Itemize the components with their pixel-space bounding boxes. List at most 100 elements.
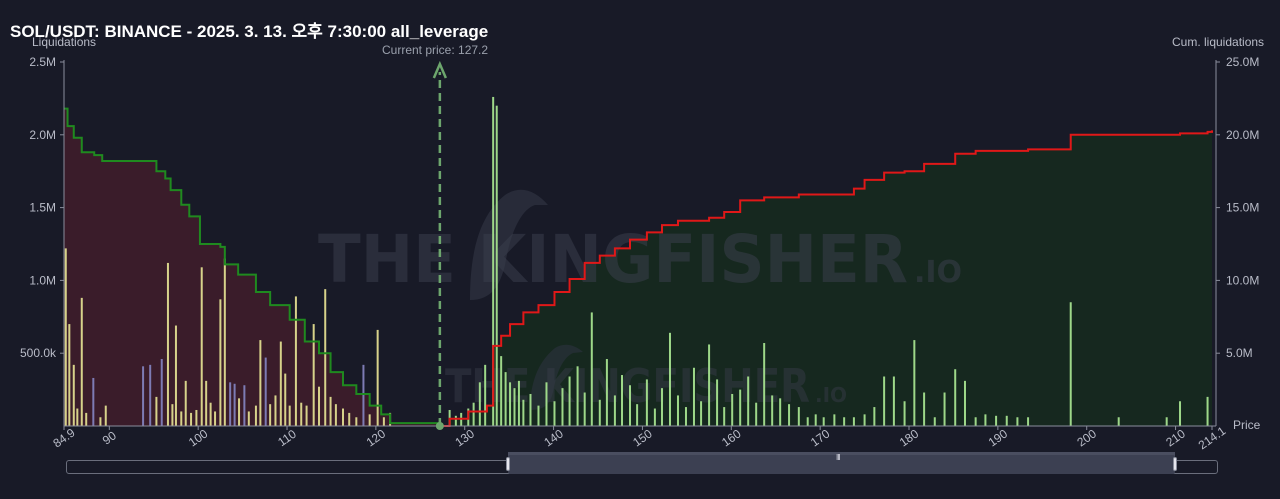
liquidation-bar: [223, 258, 226, 426]
liquidation-bar: [716, 379, 719, 426]
liquidation-bar: [747, 376, 750, 426]
liquidation-bar: [85, 412, 88, 426]
liquidation-bar: [723, 407, 726, 426]
liquidation-bar: [279, 341, 282, 426]
liquidation-bar: [1016, 417, 1019, 426]
liquidation-bar: [376, 329, 379, 426]
liquidation-bar: [963, 380, 966, 426]
cum-long-line: [64, 107, 441, 426]
liquidation-bar: [160, 359, 163, 426]
liquidation-bar: [214, 411, 217, 426]
liquidation-bar: [684, 407, 687, 426]
chart-title: SOL/USDT: BINANCE - 2025. 3. 13. 오후 7:30…: [10, 22, 489, 41]
liquidation-bar: [583, 392, 586, 426]
liquidation-bar: [797, 407, 800, 426]
x-tick-label: 110: [275, 427, 299, 450]
liquidation-bar: [517, 380, 520, 426]
liquidation-bar: [763, 343, 766, 426]
liquidation-bar: [529, 393, 532, 426]
x-tick-label: 84.9: [50, 425, 77, 450]
liquidation-bar: [171, 404, 174, 426]
cumulative-areas: [64, 108, 1212, 426]
x-tick-label: 90: [100, 428, 119, 447]
liquidation-bar: [382, 417, 385, 426]
liquidation-bar: [806, 417, 809, 426]
liquidation-bar: [238, 398, 241, 426]
kingfisher-bird-logo-small: [530, 344, 583, 410]
liquidation-bar: [1027, 417, 1030, 426]
liquidation-bar: [676, 395, 679, 426]
liquidation-bar: [184, 380, 187, 426]
liquidation-bar: [1179, 401, 1182, 426]
liquidation-bar: [731, 393, 734, 426]
cum-short-line: [439, 130, 1213, 427]
liquidation-bar: [195, 409, 198, 426]
liquidation-bar: [142, 366, 145, 426]
liquidation-bar: [362, 364, 365, 426]
liquidation-bar: [645, 379, 648, 426]
liquidation-bar: [495, 105, 498, 427]
current-price-arrow: [432, 60, 448, 79]
liquidation-bar: [324, 289, 327, 426]
liquidation-bar: [1005, 415, 1008, 426]
liquidation-bar: [590, 312, 593, 426]
liquidation-bar: [329, 396, 332, 426]
liquidation-bar: [995, 415, 998, 426]
liquidation-bar: [318, 386, 321, 426]
x-tick-label: 100: [186, 426, 211, 449]
liquidation-bar: [478, 382, 481, 426]
liquidation-bar: [788, 404, 791, 426]
liquidation-bar: [863, 414, 866, 426]
x-tick-label: 130: [453, 426, 478, 449]
liquidation-bar: [300, 402, 303, 426]
liquidation-bar: [68, 324, 71, 426]
liquidation-bar: [509, 382, 512, 426]
liquidation-bar: [504, 372, 507, 426]
liquidation-bar: [284, 373, 287, 426]
liquidation-bar: [822, 417, 825, 426]
current-price-marker: [432, 60, 448, 430]
liquidation-bar: [288, 405, 291, 426]
liquidation-bar: [545, 382, 548, 426]
x-tick-label: 210: [1163, 426, 1188, 449]
cumulative-lines: [64, 107, 1213, 427]
current-price-dot: [435, 422, 444, 430]
liquidation-bar: [233, 383, 236, 426]
liquidation-bar: [492, 96, 495, 426]
liquidation-bar: [903, 401, 906, 426]
range-drag-grip[interactable]: III: [836, 453, 841, 462]
liquidation-bar: [472, 402, 475, 426]
liquidation-bars: [64, 96, 1209, 427]
liquidation-bar: [692, 367, 695, 426]
liquidation-bar: [264, 357, 267, 426]
x-tick-label: 180: [897, 426, 922, 449]
range-left-handle[interactable]: [506, 457, 510, 471]
liquidation-bar: [155, 396, 158, 426]
liquidation-bar: [180, 411, 183, 426]
liquidation-bar: [660, 388, 663, 426]
liquidation-bar: [1206, 396, 1209, 426]
x-tick-label: 160: [719, 426, 744, 449]
watermark-suffix: .IO: [914, 255, 962, 290]
liquidation-bar: [700, 401, 703, 426]
liquidation-bar: [537, 405, 540, 426]
liquidation-bar: [553, 401, 556, 426]
left-tick-label: 1.0M: [29, 273, 56, 287]
range-selection-thumb[interactable]: [508, 455, 1175, 474]
liquidation-bar: [933, 417, 936, 426]
liquidation-bar: [1069, 302, 1072, 426]
left-tick-label: 2.0M: [29, 128, 56, 142]
liquidation-bar: [80, 297, 83, 426]
liquidation-bar: [348, 412, 351, 426]
liquidation-bar: [305, 405, 308, 426]
liquidation-bar: [984, 414, 987, 426]
left-tick-label: 500.0k: [20, 346, 57, 360]
right-tick-label: 20.0M: [1226, 128, 1259, 142]
range-right-handle[interactable]: [1173, 457, 1177, 471]
liquidation-bar: [636, 404, 639, 426]
left-axis-title: Liquidations: [32, 35, 97, 49]
liquidation-bar: [843, 417, 846, 426]
liquidation-bar: [229, 382, 232, 426]
liquidation-bar: [653, 408, 656, 426]
short-liquidation-area: [439, 130, 1212, 426]
